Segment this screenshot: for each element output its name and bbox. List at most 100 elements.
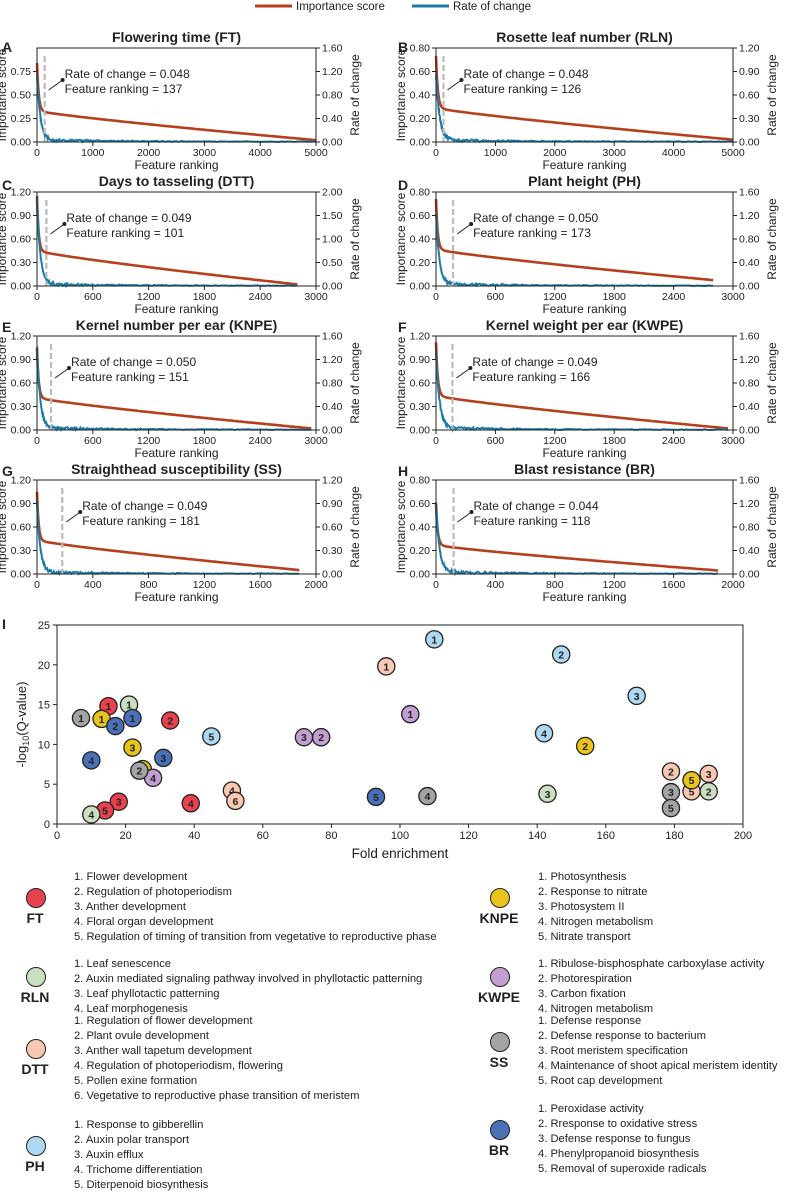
annotation-dot (78, 510, 83, 514)
point-marker (699, 764, 718, 784)
go-term: 1. Defense response (538, 1015, 642, 1027)
trait-code: FT (26, 909, 44, 926)
point-label: 6 (232, 796, 238, 808)
point-marker (538, 784, 557, 804)
annotation-ranking: Feature ranking = 151 (71, 370, 189, 384)
point-label: 5 (668, 803, 674, 815)
panel-title: Blast resistance (BR) (514, 461, 655, 477)
point-label: 5 (208, 731, 214, 743)
y-axis-label: -log10(Q-value) (14, 682, 31, 768)
panel-letter: D (398, 177, 408, 193)
y-right-tick-label: 0.00 (322, 425, 343, 437)
point-marker (425, 630, 444, 649)
annotation-ranking: Feature ranking = 173 (473, 226, 591, 240)
panel-E: E Kernel number per ear (KNPE) Rate of cha… (0, 317, 362, 460)
y-right-tick-label: 1.20 (322, 354, 343, 366)
go-term: 4. Regulation of photoperiodism, floweri… (74, 1060, 283, 1073)
x-tick-label: 2400 (662, 291, 686, 303)
point-label: 1 (126, 700, 132, 712)
x-tick-label: 1800 (603, 435, 627, 447)
y-right-tick-label: 1.60 (322, 43, 343, 55)
annotation-pointer (447, 79, 462, 91)
y-left-tick-label: 0.75 (11, 66, 32, 78)
annotation-rate: Rate of change = 0.044 (474, 499, 599, 513)
legend-importance-label: Importance score (296, 1, 385, 13)
annotation-dot (469, 510, 474, 514)
panel-letter: F (398, 319, 407, 335)
trait-color-dot (26, 1039, 46, 1060)
trait-color-dot (490, 1119, 510, 1140)
y-left-tick-label: 0.00 (410, 281, 431, 293)
point-knpe-5: 5 (682, 770, 701, 790)
y-left-tick-label: 0.20 (410, 545, 431, 557)
annotation-pointer (54, 367, 70, 379)
point-label: 1 (78, 713, 84, 725)
point-label: 3 (706, 769, 712, 781)
go-term: 1. Response to gibberellin (74, 1119, 204, 1131)
y-right-tick-label: 1.20 (322, 66, 343, 78)
y-right-tick-label: 1.00 (322, 234, 343, 246)
y-left-axis-label: Importance score (0, 192, 9, 285)
go-term: 4. Maintenance of shoot apical meristem … (538, 1060, 778, 1073)
y-left-tick-label: 0.60 (410, 210, 431, 222)
go-term-list: 1. Photosynthesis 2. Response to nitrate 3… (538, 870, 653, 945)
x-tick-label: 0 (34, 579, 40, 591)
go-term: 2. Response to nitrate (538, 886, 648, 899)
y-tick-label: 0 (44, 819, 50, 831)
point-marker (123, 738, 142, 757)
point-marker (226, 791, 245, 811)
point-marker (294, 727, 314, 747)
y-left-tick-label: 0.00 (11, 569, 32, 581)
y-tick-label: 25 (38, 620, 50, 632)
trait-color-dot (490, 887, 510, 908)
annotation-pointer (456, 223, 472, 235)
go-term: 5. Nitrate transport (538, 931, 631, 944)
point-marker (551, 645, 571, 664)
point-br-2: 2 (106, 716, 125, 736)
point-marker (202, 727, 221, 746)
point-marker (109, 792, 128, 811)
y-left-tick-label: 0.30 (410, 401, 431, 413)
x-tick-label: 0 (433, 147, 439, 159)
x-tick-label: 2000 (543, 147, 567, 159)
y-right-tick-label: 0.00 (739, 137, 760, 149)
go-term: 6. Vegetative to reproductive phase tran… (74, 1090, 360, 1103)
x-tick-label: 1200 (543, 435, 567, 447)
y-right-axis-label: Rate of change (765, 198, 779, 280)
x-tick-label: 1200 (137, 435, 161, 447)
go-term: 1. Leaf senescence (74, 958, 172, 970)
x-axis-label: Feature ranking (542, 158, 626, 172)
y-label-sub: 10 (21, 736, 31, 746)
y-right-tick-label: 0.40 (739, 545, 760, 557)
point-dtt-6: 6 (226, 791, 245, 811)
y-right-tick-label: 0.40 (739, 257, 760, 269)
panel-letter: A (2, 39, 12, 55)
point-label: 2 (318, 732, 324, 744)
x-axis-label: Fold enrichment (352, 846, 449, 860)
point-label: 4 (88, 809, 94, 821)
trait-code: DTT (21, 1061, 49, 1078)
point-label: 5 (373, 792, 379, 804)
y-right-tick-label: 0.90 (322, 498, 343, 510)
trait-color-dot (26, 967, 46, 988)
point-label: 1 (130, 713, 136, 725)
point-br-3: 3 (154, 748, 173, 768)
y-right-tick-label: 0.80 (739, 522, 760, 534)
x-tick-label: 600 (84, 435, 102, 447)
annotation-rate: Rate of change = 0.048 (65, 67, 190, 81)
x-tick-label: 3000 (721, 291, 745, 303)
rate-of-change-line (435, 350, 729, 433)
annotation-rate: Rate of change = 0.050 (473, 211, 598, 225)
point-label: 5 (689, 786, 695, 798)
y-left-tick-label: 0.50 (11, 90, 32, 102)
y-left-tick-label: 1.20 (410, 331, 431, 343)
y-left-axis-label: Importance score (0, 480, 9, 573)
point-label: 4 (229, 786, 235, 798)
y-left-tick-label: 0.30 (11, 257, 32, 269)
y-right-tick-label: 0.00 (322, 137, 343, 149)
point-label: 1 (383, 661, 389, 673)
y-left-tick-label: 0.60 (11, 522, 32, 534)
y-left-tick-label: 1.20 (11, 331, 32, 343)
go-term: 3. Auxin efflux (74, 1149, 144, 1162)
point-label: 2 (112, 721, 118, 733)
